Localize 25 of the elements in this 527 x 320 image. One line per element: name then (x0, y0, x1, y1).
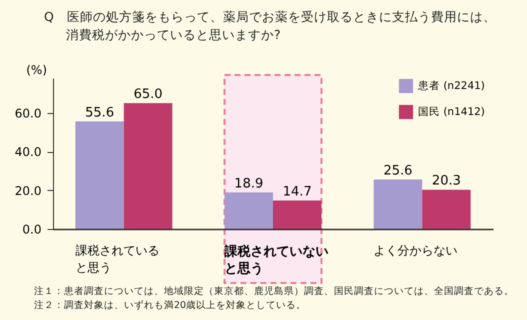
x-tick-label: 課税されていないと思う (224, 244, 329, 276)
data-label: 18.9 (234, 176, 264, 192)
text: 注２：調査対象は、いずれも満20歳以上を対象としている。 (34, 299, 308, 313)
y-tick-label: 0.0 (22, 222, 42, 236)
x-tick-label: 課税されていると思う (75, 244, 160, 274)
bar (273, 200, 322, 229)
data-label: 20.3 (432, 174, 461, 189)
bar (124, 103, 172, 229)
bar (224, 192, 273, 229)
data-label: 55.6 (85, 105, 114, 120)
x-tick-label: よく分からない (374, 244, 458, 258)
bar (75, 121, 124, 229)
data-label: 65.0 (134, 87, 163, 102)
chart-title: Q 医師の処方箋をもらって、薬局でお薬を受け取るときに支払う費用には、消費税がかかっていると思いますか? (44, 8, 497, 44)
y-tick-label: 40.0 (14, 145, 42, 160)
y-tick-label: 20.0 (14, 184, 42, 198)
y-axis-title: (%) (26, 63, 47, 77)
y-tick-label: 60.0 (14, 106, 42, 120)
legend-label: 国民 (n1412) (418, 106, 485, 118)
legend-label: 患者 (n2241) (417, 79, 485, 92)
bar (422, 190, 471, 229)
data-label: 25.6 (383, 163, 412, 178)
bar (374, 179, 422, 229)
data-label: 14.7 (282, 184, 312, 200)
text: 注１：患者調査については、地域限定（東京都、鹿児島県）調査、国民調査については、全国調査である。 (34, 285, 514, 299)
